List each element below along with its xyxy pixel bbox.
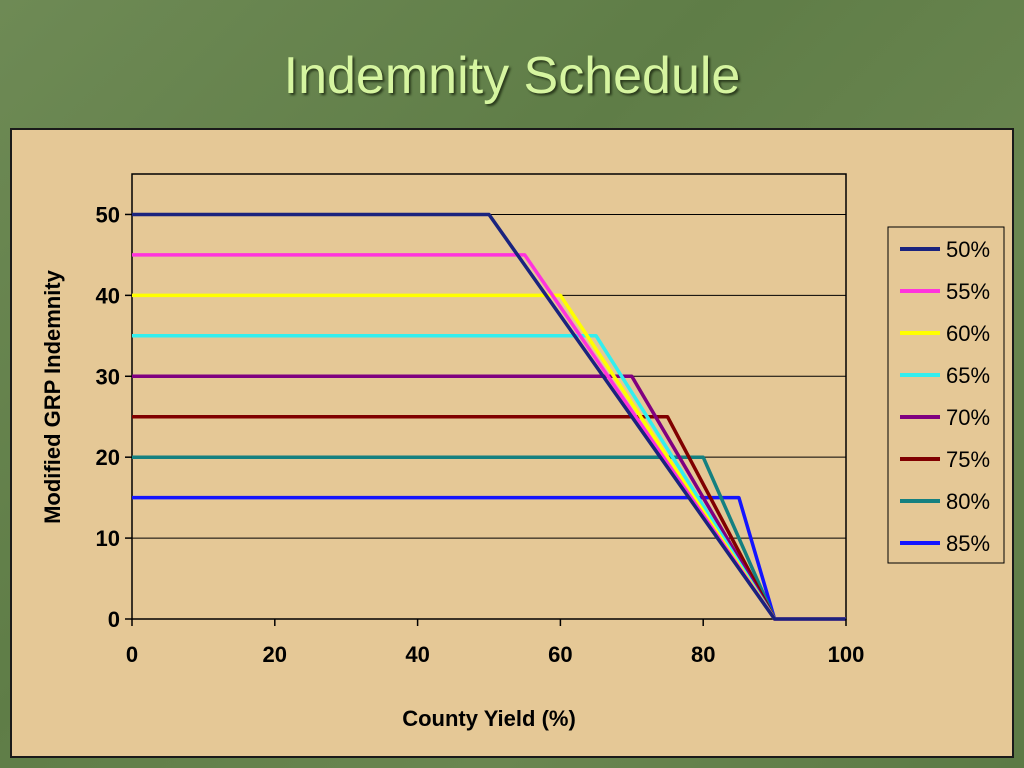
y-tick-label: 20	[96, 445, 120, 470]
legend-label: 85%	[946, 531, 990, 556]
legend-box	[887, 226, 1005, 564]
series-line-65pct	[132, 334, 846, 621]
series-lines	[132, 212, 846, 621]
x-tick-label: 60	[548, 642, 572, 667]
y-tick-label: 30	[96, 364, 120, 389]
slide-title: Indemnity Schedule	[283, 47, 741, 105]
legend-label: 65%	[946, 363, 990, 388]
legend-label: 70%	[946, 405, 990, 430]
x-tick-label: 80	[691, 642, 715, 667]
legend-label: 55%	[946, 279, 990, 304]
series-line-50pct	[132, 212, 846, 621]
legend-label: 75%	[946, 447, 990, 472]
legend: 50% 55% 60% 65% 70% 75% 80% 85%	[887, 226, 1005, 564]
series-line-75pct	[132, 414, 846, 621]
y-axis-title: Modified GRP Indemnity	[40, 269, 65, 524]
x-axis-title: County Yield (%)	[402, 706, 576, 731]
chart-panel: 0 10 20 30 40 50 0 20 40 60 80 100 County Yield (%)…	[10, 128, 1014, 758]
legend-label: 50%	[946, 237, 990, 262]
legend-label: 80%	[946, 489, 990, 514]
y-tick-label: 40	[96, 283, 120, 308]
x-tick-label: 100	[828, 642, 865, 667]
x-tick-label: 20	[263, 642, 287, 667]
y-tick-label: 10	[96, 526, 120, 551]
line-chart: 0 10 20 30 40 50 0 20 40 60 80 100 County Yield (%)…	[40, 173, 1005, 731]
y-tick-label: 50	[96, 202, 120, 227]
x-tick-label: 0	[126, 642, 138, 667]
plot-area	[131, 173, 847, 620]
legend-label: 60%	[946, 321, 990, 346]
y-tick-label: 0	[108, 607, 120, 632]
x-tick-label: 40	[405, 642, 429, 667]
series-line-55pct	[132, 253, 846, 621]
axes: 0 10 20 30 40 50 0 20 40 60 80 100	[96, 202, 865, 667]
